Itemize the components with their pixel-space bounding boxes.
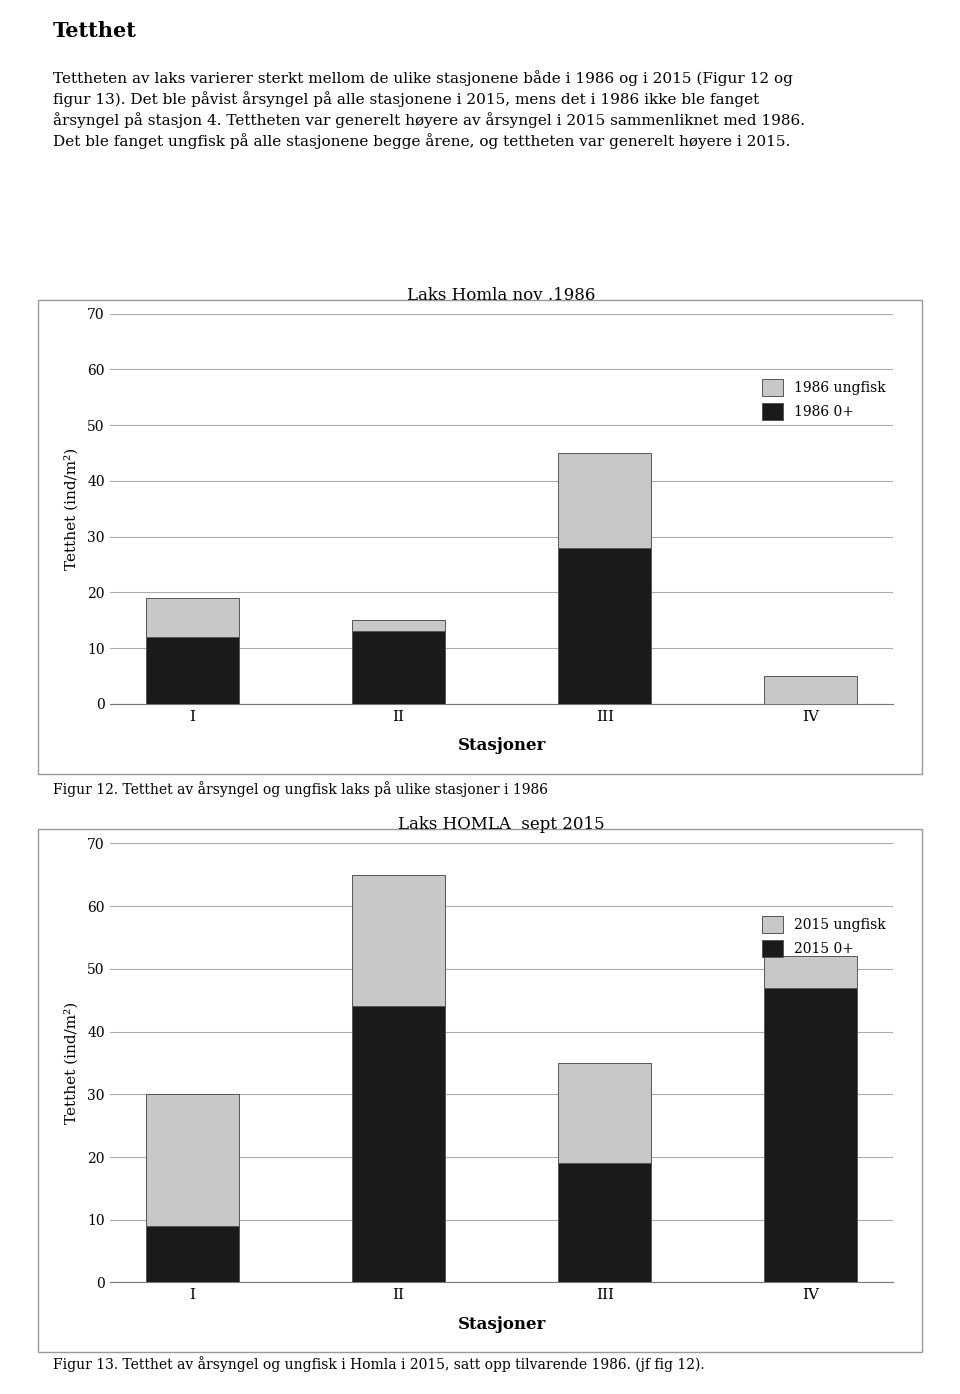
Bar [146, 598, 239, 637]
Bar [559, 453, 651, 548]
Legend: 1986 ungfisk, 1986 0+: 1986 ungfisk, 1986 0+ [762, 379, 886, 420]
Bar [352, 620, 444, 631]
Bar [146, 1227, 239, 1282]
Bar [764, 987, 857, 1282]
Title: Laks Homla nov .1986: Laks Homla nov .1986 [407, 287, 596, 304]
Bar [764, 956, 857, 987]
X-axis label: Stasjoner: Stasjoner [457, 737, 546, 754]
Y-axis label: Tetthet (ind/m²): Tetthet (ind/m²) [64, 447, 79, 570]
Bar [352, 875, 444, 1006]
Bar [559, 1062, 651, 1163]
Bar [146, 1094, 239, 1227]
Title: Laks HOMLA  sept 2015: Laks HOMLA sept 2015 [398, 817, 605, 834]
Bar [559, 548, 651, 704]
Y-axis label: Tetthet (ind/m²): Tetthet (ind/m²) [64, 1002, 79, 1124]
Text: Tettheten av laks varierer sterkt mellom de ulike stasjonene både i 1986 og i 20: Tettheten av laks varierer sterkt mellom… [53, 70, 804, 149]
X-axis label: Stasjoner: Stasjoner [457, 1316, 546, 1333]
Text: Tetthet: Tetthet [53, 21, 136, 40]
Text: Figur 12. Tetthet av årsyngel og ungfisk laks på ulike stasjoner i 1986: Figur 12. Tetthet av årsyngel og ungfisk… [53, 781, 548, 796]
Bar [352, 631, 444, 704]
Text: Figur 13. Tetthet av årsyngel og ungfisk i Homla i 2015, satt opp tilvarende 198: Figur 13. Tetthet av årsyngel og ungfisk… [53, 1356, 705, 1372]
Legend: 2015 ungfisk, 2015 0+: 2015 ungfisk, 2015 0+ [762, 916, 886, 958]
Bar [352, 1006, 444, 1282]
Bar [146, 637, 239, 704]
Bar [764, 676, 857, 704]
Bar [559, 1163, 651, 1282]
